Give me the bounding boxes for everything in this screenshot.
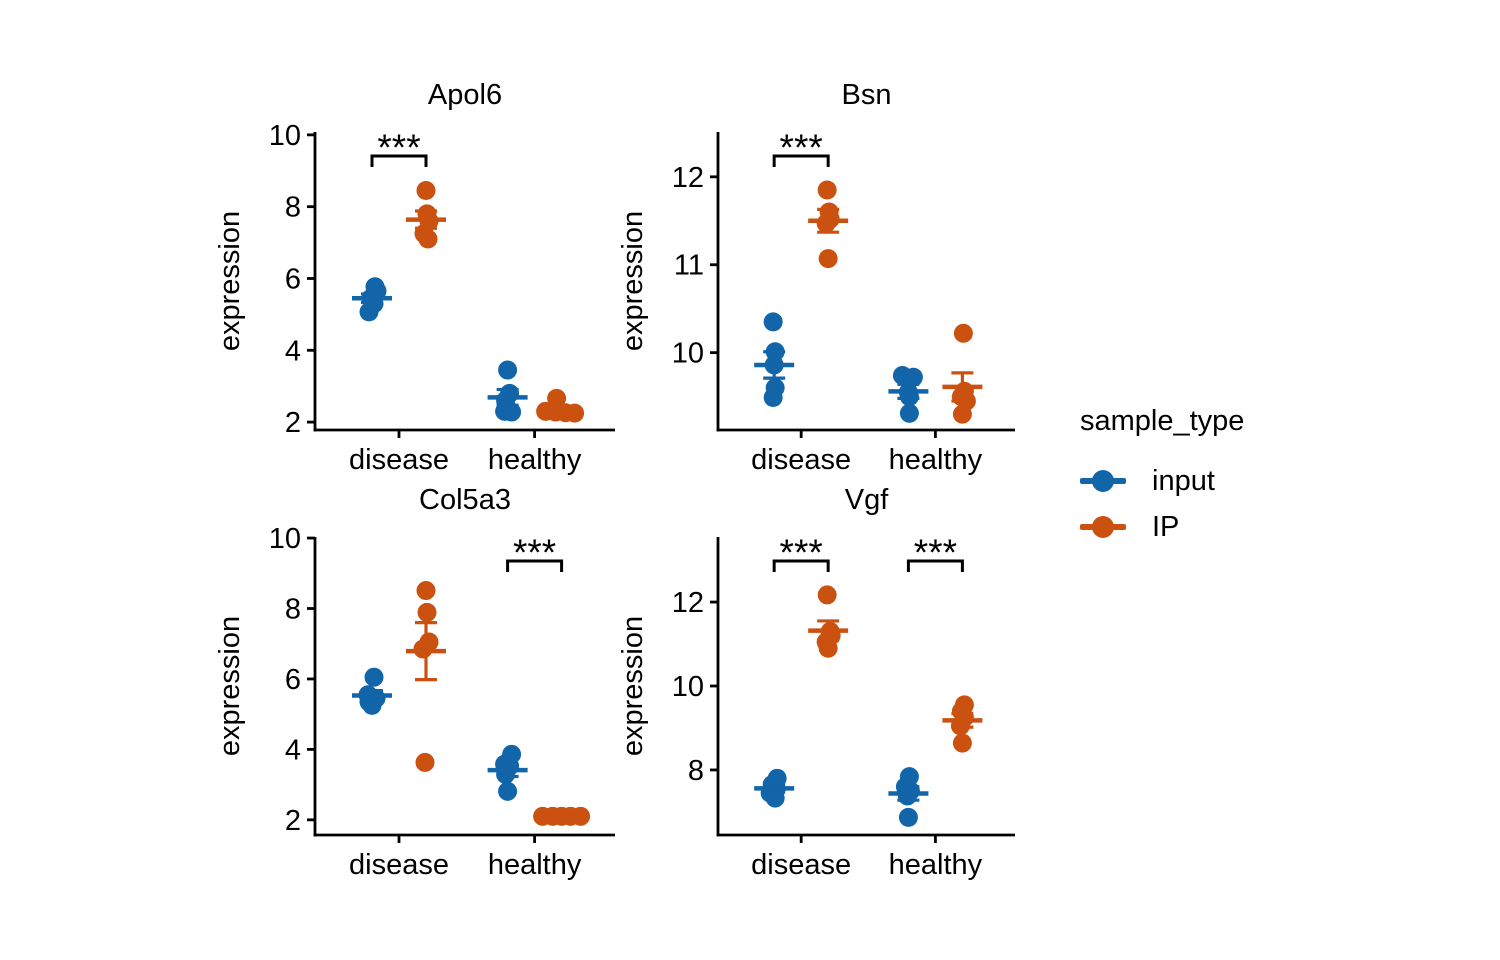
group-input-healthy xyxy=(487,360,528,422)
y-tick-label: 6 xyxy=(285,263,301,295)
legend-dot-ip xyxy=(1092,516,1114,538)
group-input-disease xyxy=(352,667,392,715)
data-point xyxy=(498,360,518,380)
group-IP-disease xyxy=(406,181,446,249)
significance-label: *** xyxy=(780,127,823,168)
data-point xyxy=(763,312,783,332)
legend-item-ip: IP xyxy=(1080,506,1380,548)
group-input-healthy xyxy=(487,744,528,801)
x-tick-label: healthy xyxy=(889,849,983,881)
panel-Vgf: Vgf 8 10 12 expression disease healthy *** *** xyxy=(617,484,1015,881)
y-tick-label: 6 xyxy=(285,664,301,696)
data-point xyxy=(419,632,439,652)
panel-title: Bsn xyxy=(842,79,892,111)
group-input-disease xyxy=(754,312,795,407)
y-tick-label: 10 xyxy=(269,120,301,152)
legend-label-input: input xyxy=(1152,464,1215,497)
data-point xyxy=(365,277,385,297)
data-point xyxy=(817,180,837,200)
data-point xyxy=(954,695,974,715)
x-tick-label: disease xyxy=(751,849,851,881)
y-tick-label: 2 xyxy=(285,805,301,837)
x-tick-label: healthy xyxy=(889,444,983,476)
panel-Apol6: Apol6 2 4 6 8 10 expression disease healthy *** xyxy=(214,79,615,476)
group-IP-healthy xyxy=(942,323,983,424)
y-axis-label: expression xyxy=(617,616,649,756)
y-tick-label: 2 xyxy=(285,407,301,439)
significance-bracket xyxy=(370,154,428,167)
x-tick-label: healthy xyxy=(488,444,582,476)
y-tick-label: 10 xyxy=(672,671,704,703)
group-IP-healthy xyxy=(942,695,983,753)
legend-item-input: input xyxy=(1080,460,1380,502)
data-point xyxy=(415,752,435,772)
group-IP-disease xyxy=(406,581,446,772)
data-point xyxy=(898,807,918,827)
significance-label: *** xyxy=(914,532,957,573)
panel-Bsn: Bsn 10 11 12 expression disease healthy *** xyxy=(617,79,1015,476)
data-point xyxy=(817,585,837,605)
significance-label: *** xyxy=(377,127,420,168)
data-point xyxy=(818,249,838,269)
data-point xyxy=(892,365,912,385)
legend-label-ip: IP xyxy=(1152,510,1180,543)
data-point xyxy=(416,181,436,201)
data-point xyxy=(364,667,384,687)
y-tick-label: 10 xyxy=(269,523,301,555)
y-tick-label: 4 xyxy=(285,335,301,367)
panel-Col5a3: Col5a3 2 4 6 8 10 expression disease healthy *** xyxy=(214,484,615,881)
x-tick-label: disease xyxy=(751,444,851,476)
data-point xyxy=(953,323,973,343)
group-IP-disease xyxy=(808,180,849,269)
y-axis-label: expression xyxy=(617,211,649,351)
legend-dot-input xyxy=(1092,470,1114,492)
panel-title: Col5a3 xyxy=(419,484,511,516)
data-point xyxy=(899,767,919,787)
panel-title: Vgf xyxy=(845,484,889,516)
pointrange-glyph-ip-icon xyxy=(1080,516,1126,538)
data-point xyxy=(502,744,522,764)
y-axis-label: expression xyxy=(214,616,246,756)
legend: sample_type input IP xyxy=(1080,406,1380,552)
group-IP-healthy xyxy=(536,388,585,423)
group-input-healthy xyxy=(888,767,929,827)
data-point xyxy=(547,388,567,408)
group-IP-disease xyxy=(808,585,849,658)
data-point xyxy=(498,781,518,801)
legend-title: sample_type xyxy=(1080,405,1245,437)
data-point xyxy=(500,383,520,403)
y-tick-label: 10 xyxy=(672,338,704,370)
y-tick-label: 8 xyxy=(285,594,301,626)
x-tick-label: disease xyxy=(349,849,449,881)
pointrange-glyph-input-icon xyxy=(1080,470,1126,492)
y-tick-label: 8 xyxy=(285,192,301,224)
data-point xyxy=(954,381,974,401)
significance-bracket xyxy=(772,559,830,572)
y-tick-label: 8 xyxy=(688,755,704,787)
significance-bracket xyxy=(906,559,964,572)
significance-bracket xyxy=(506,559,564,572)
y-axis-label: expression xyxy=(214,211,246,351)
panel-title: Apol6 xyxy=(428,79,502,111)
y-tick-label: 12 xyxy=(672,587,704,619)
y-tick-label: 12 xyxy=(672,162,704,194)
significance-label: *** xyxy=(780,532,823,573)
significance-label: *** xyxy=(513,532,556,573)
data-point xyxy=(899,403,919,423)
data-point xyxy=(765,378,785,398)
x-tick-label: disease xyxy=(349,444,449,476)
data-point xyxy=(416,581,436,601)
y-tick-label: 11 xyxy=(674,250,704,282)
group-input-healthy xyxy=(888,365,929,423)
group-IP-healthy xyxy=(533,806,591,826)
significance-bracket xyxy=(772,154,830,167)
data-point xyxy=(417,602,437,622)
group-input-disease xyxy=(754,768,795,808)
data-point xyxy=(952,733,972,753)
y-tick-label: 4 xyxy=(285,734,301,766)
x-tick-label: healthy xyxy=(488,849,582,881)
group-input-disease xyxy=(352,277,392,322)
